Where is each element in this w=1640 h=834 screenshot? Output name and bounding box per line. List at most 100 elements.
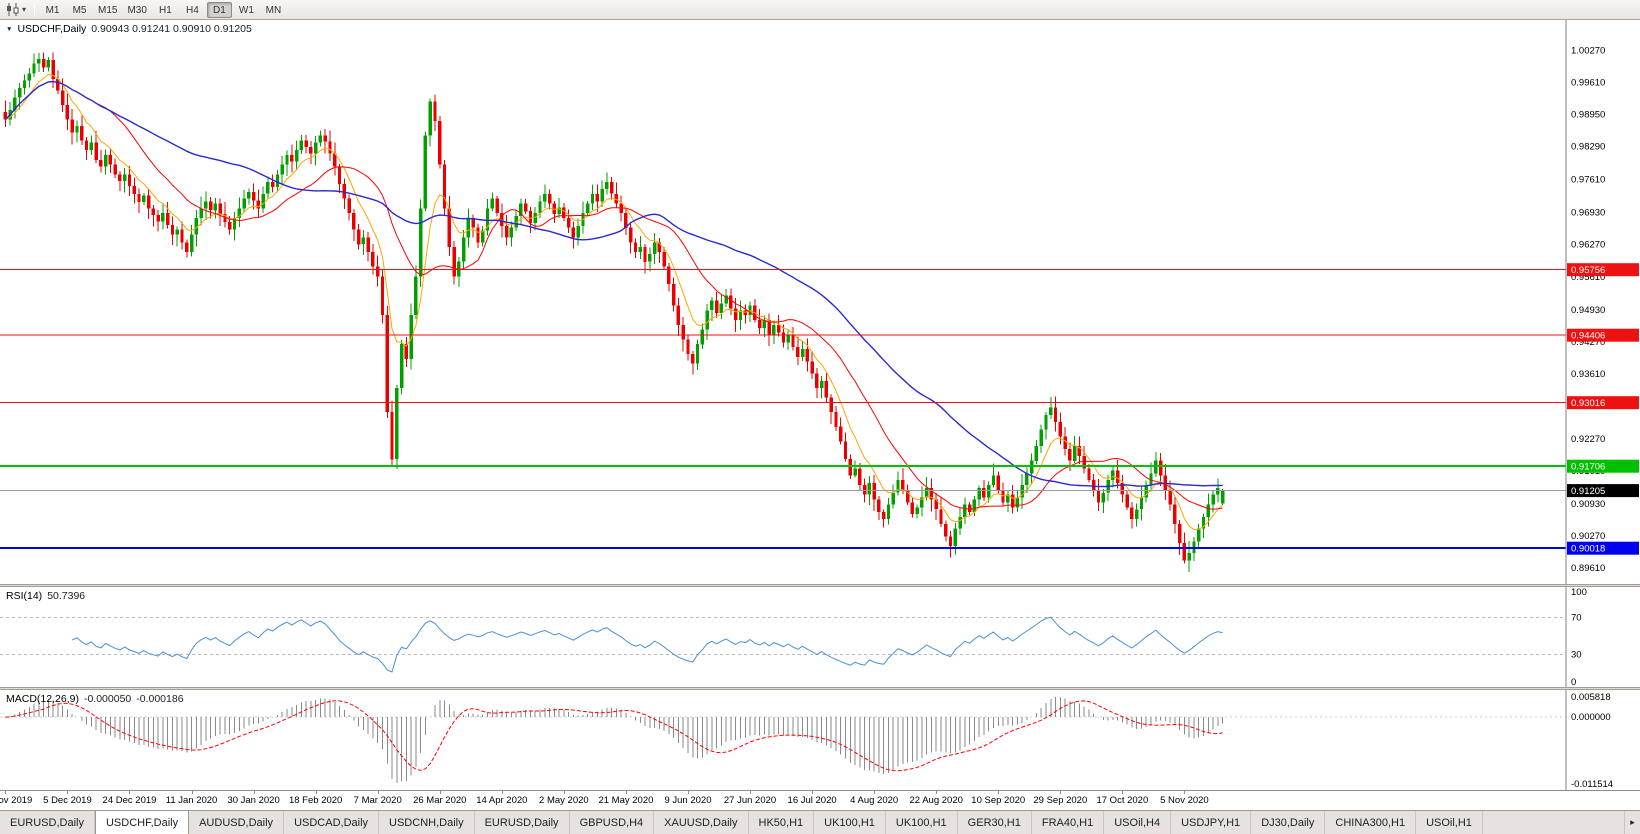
rsi-axis-label: 30 <box>1571 649 1582 660</box>
time-axis-label: 17 Oct 2020 <box>1096 795 1149 806</box>
time-axis-tick <box>253 791 255 794</box>
tab-usoil-h1[interactable]: USOil,H1 <box>1416 811 1483 834</box>
price-axis-label: 0.96930 <box>1571 208 1605 219</box>
tab-usdcad-daily[interactable]: USDCAD,Daily <box>284 811 380 834</box>
time-axis-tick <box>129 791 131 794</box>
time-axis-tick <box>625 791 627 794</box>
time-axis-label: 22 Aug 2020 <box>909 795 963 806</box>
tab-uk100-h1[interactable]: UK100,H1 <box>886 811 958 834</box>
tab-audusd-daily[interactable]: AUDUSD,Daily <box>189 811 285 834</box>
tab-xauusd-daily[interactable]: XAUUSD,Daily <box>654 811 749 834</box>
timeframe-button-h4[interactable]: H4 <box>186 4 199 16</box>
panel-splitter[interactable] <box>0 687 1640 690</box>
level-price-tag-text: 0.93016 <box>1571 398 1605 409</box>
ma-blue-line <box>4 80 1223 488</box>
time-axis-tick <box>687 791 689 794</box>
macd-canvas[interactable]: 0.005818 0.000000 -0.011514 <box>0 690 1640 790</box>
price-axis-label: 0.97610 <box>1571 175 1605 186</box>
time-axis-label: 10 Sep 2020 <box>971 795 1026 806</box>
current-price-tag-text: 0.91205 <box>1571 486 1605 497</box>
tab-scroll-right-icon[interactable]: ▸ <box>1624 811 1640 834</box>
tab-dj30-daily[interactable]: DJ30,Daily <box>1251 811 1326 834</box>
macd-indicator-panel: 0.005818 0.000000 -0.011514 MACD(12,26,9) … <box>0 690 1640 790</box>
timeframe-button-m1[interactable]: M1 <box>45 4 60 16</box>
tab-usdcnh-daily[interactable]: USDCNH,Daily <box>379 811 475 834</box>
toolbar-separator <box>34 2 36 17</box>
time-axis-label: 18 Feb 2020 <box>288 795 343 806</box>
rsi-indicator-panel: 100 70 30 0 RSI(14) 50.7396 <box>0 587 1640 687</box>
price-axis-label: 0.93610 <box>1571 369 1605 380</box>
tab-usdjpy-h1[interactable]: USDJPY,H1 <box>1171 811 1252 834</box>
time-axis-label: 14 Apr 2020 <box>476 795 528 806</box>
price-axis-label: 0.89610 <box>1571 563 1605 574</box>
chart-collapse-icon[interactable]: ▼ <box>6 25 13 33</box>
price-axis-label: 0.99610 <box>1571 78 1605 89</box>
macd-histogram <box>9 696 1224 784</box>
rsi-axis-label: 100 <box>1571 587 1587 598</box>
price-axis-label: 0.98290 <box>1571 142 1605 153</box>
tab-gbpusd-h4[interactable]: GBPUSD,H4 <box>570 811 655 834</box>
rsi-axis-label: 0 <box>1571 677 1576 687</box>
timeframe-button-m5[interactable]: M5 <box>72 4 87 16</box>
time-axis-label: 24 Dec 2019 <box>102 795 157 806</box>
panel-splitter[interactable] <box>0 584 1640 587</box>
price-chart-canvas[interactable]: 1.00270 0.99610 0.98950 0.98290 0.97610 0.969… <box>0 20 1640 584</box>
tab-eurusd-daily[interactable]: EURUSD,Daily <box>0 811 95 834</box>
time-axis-label: 27 Jun 2020 <box>723 795 777 806</box>
time-axis-label: 29 Sep 2020 <box>1033 795 1088 806</box>
price-axis-label: 0.95610 <box>1571 272 1605 283</box>
tab-usdchf-daily[interactable]: USDCHF,Daily <box>94 811 190 834</box>
price-axis-label: 0.98950 <box>1571 110 1605 121</box>
price-axis-label: 0.92270 <box>1571 434 1605 445</box>
rsi-canvas[interactable]: 100 70 30 0 <box>0 587 1640 687</box>
time-axis-label: 26 Mar 2020 <box>413 795 467 806</box>
tab-ger30-h1[interactable]: GER30,H1 <box>958 811 1032 834</box>
tab-uk100-h1[interactable]: UK100,H1 <box>814 811 886 834</box>
chart-tabs: EURUSD,Daily USDCHF,Daily AUDUSD,Daily USDC… <box>0 810 1640 834</box>
tab-eurusd-daily[interactable]: EURUSD,Daily <box>475 811 570 834</box>
time-axis-label: 21 May 2020 <box>598 795 654 806</box>
ma-red-line <box>5 81 1223 510</box>
rsi-axis-label: 70 <box>1571 613 1582 624</box>
time-axis-tick <box>439 791 441 794</box>
timeframe-button-m15[interactable]: M15 <box>98 4 118 16</box>
time-axis-label: 2 May 2020 <box>539 795 589 806</box>
time-axis-tick <box>750 791 752 794</box>
time-axis-label: 5 Nov 2020 <box>1160 795 1209 806</box>
price-axis-label: 0.94270 <box>1571 337 1605 348</box>
time-axis-tick <box>191 791 193 794</box>
chart-type-dropdown-icon[interactable]: ▾ <box>22 5 27 14</box>
timeframe-button-m30[interactable]: M30 <box>127 4 147 16</box>
level-price-tag <box>1567 396 1639 410</box>
macd-axis-label: 0.005818 <box>1571 692 1611 703</box>
tab-fra40-h1[interactable]: FRA40,H1 <box>1032 811 1105 834</box>
timeframe-button-w1[interactable]: W1 <box>238 4 254 16</box>
candles <box>3 52 1225 572</box>
level-price-tag <box>1567 541 1639 555</box>
time-axis-tick <box>874 791 876 794</box>
macd-signal-line <box>5 700 1223 772</box>
timeframe-button-mn[interactable]: MN <box>265 4 282 16</box>
price-axis-label: 0.90270 <box>1571 531 1605 542</box>
price-axis-label: 1.00270 <box>1571 46 1605 57</box>
time-axis-tick <box>377 791 379 794</box>
rsi-line <box>71 616 1223 673</box>
time-axis[interactable]: 16 Nov 2019 5 Dec 2019 24 Dec 2019 11 Jan 2… <box>0 790 1640 810</box>
timeframe-button-h1[interactable]: H1 <box>159 4 172 16</box>
tab-usoil-h4[interactable]: USOil,H4 <box>1104 811 1172 834</box>
timeframe-button-d1[interactable]: D1 <box>206 1 232 18</box>
time-axis-tick <box>936 791 938 794</box>
current-price-tag <box>1567 484 1639 498</box>
tab-china300-h1[interactable]: CHINA300,H1 <box>1325 811 1417 834</box>
level-price-tag <box>1567 263 1639 277</box>
level-price-tag <box>1567 328 1639 342</box>
price-axis-label: 0.94930 <box>1571 305 1605 316</box>
level-price-tag-text: 0.90018 <box>1571 544 1605 555</box>
price-chart-panel: 1.00270 0.99610 0.98950 0.98290 0.97610 0.969… <box>0 20 1640 584</box>
time-axis-label: 9 Jun 2020 <box>664 795 712 806</box>
tab-hk50-h1[interactable]: HK50,H1 <box>749 811 815 834</box>
time-axis-label: 16 Jul 2020 <box>787 795 837 806</box>
time-axis-tick <box>998 791 1000 794</box>
candlestick-chart-icon[interactable] <box>4 2 22 18</box>
